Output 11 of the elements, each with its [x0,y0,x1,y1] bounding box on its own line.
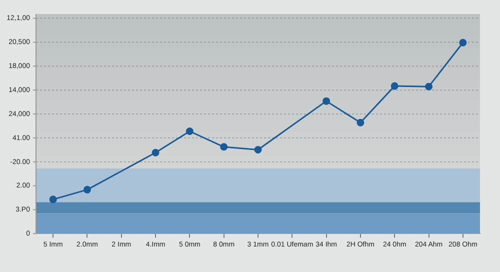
point [254,146,262,154]
point [186,128,194,135]
point [322,97,330,105]
point [220,143,228,151]
point [83,186,91,194]
point [425,82,433,90]
point [49,196,57,204]
point [152,148,160,156]
point [356,118,364,126]
point [459,38,467,46]
point [390,82,398,90]
